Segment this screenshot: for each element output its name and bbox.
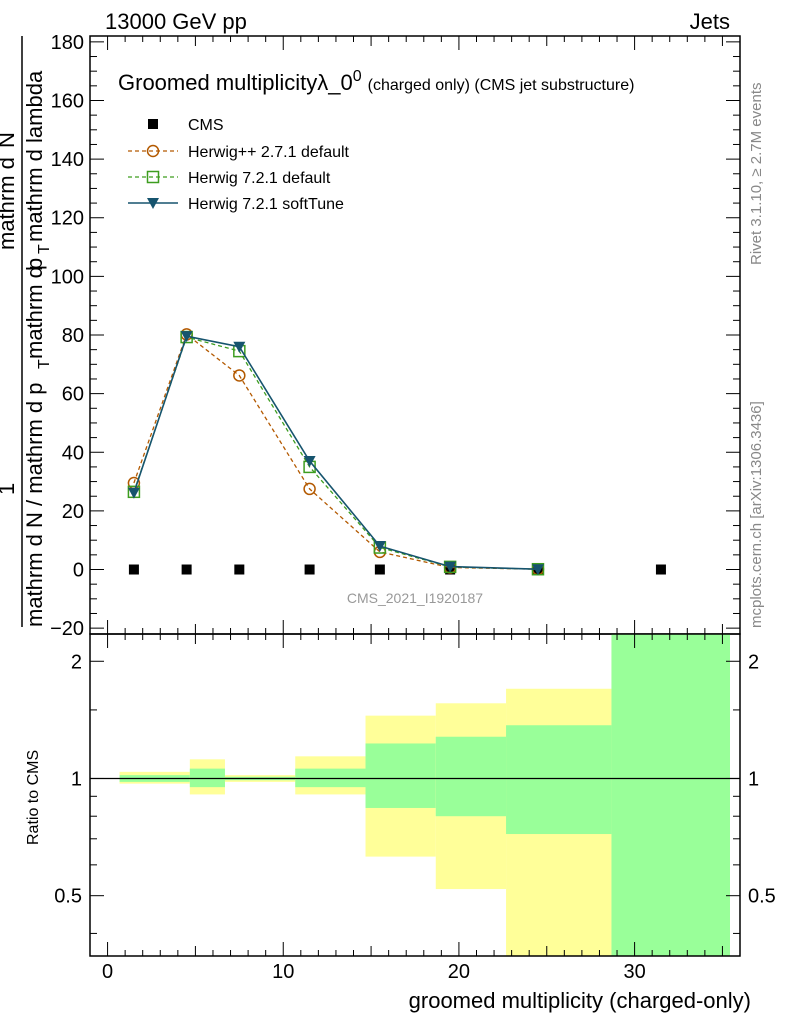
main-plot: CMS_2021_I1920187 −20 0 20 40 60 80 100 120 140 1… [50, 32, 741, 640]
herwig7-softtune-point [303, 456, 316, 468]
herwig7-softtune-point [233, 341, 246, 353]
herwigpp-point [303, 482, 316, 496]
herwigpp-point [146, 144, 160, 158]
x-tick-label: 30 [623, 961, 645, 983]
ratio-axes: 0.5 0.51 12 20 10 20 30 [54, 634, 776, 983]
x-axis-label: groomed multiplicity (charged-only) [409, 988, 751, 1013]
y-tick-label: −20 [50, 618, 84, 640]
cms-data-point [181, 564, 192, 575]
y-tick-label: 100 [51, 266, 84, 288]
y-tick-label: 60 [62, 384, 84, 406]
herwig7-softtune-point [180, 331, 193, 343]
legend-label: Herwig 7.2.1 default [188, 170, 331, 187]
legend: CMS Herwig++ 2.7.1 default Herwig 7.2.1 de… [128, 117, 350, 213]
herwig7-softtune-point [373, 541, 386, 553]
plot-title-main: Groomed multiplicityλ_0 [118, 70, 353, 95]
plot-title-suffix: (charged only) (CMS jet substructure) [368, 77, 635, 94]
y-tick-label: 180 [51, 32, 84, 54]
cms-data-point [374, 564, 385, 575]
main-y-axis-label: 1 mathrm d N mathrm d N / mathrm d p T m… [0, 36, 53, 627]
y-label-right: mathrm d [22, 266, 47, 359]
herwig7-softtune-point [147, 198, 159, 209]
legend-label: CMS [188, 117, 224, 134]
ratio-y-tick-label: 0.5 [54, 886, 82, 908]
ratio-inner-band [506, 725, 612, 835]
process-label: Jets [690, 9, 730, 34]
x-tick-label: 10 [272, 961, 294, 983]
y-tick-label: 80 [62, 325, 84, 347]
main-series-group [127, 328, 666, 576]
y-label-one: 1 [0, 483, 19, 495]
y-label-right-end: mathrm d lambda [22, 70, 47, 242]
ratio-inner-band [365, 743, 436, 808]
herwig7-softtune-point [531, 564, 544, 576]
cms-data-point [148, 119, 158, 129]
series-line-3 [133, 335, 539, 570]
y-label-top-n: N [0, 132, 19, 148]
series-line-2 [133, 336, 539, 570]
y-tick-label: 20 [62, 501, 84, 523]
herwig7-default-point [146, 170, 160, 184]
ratio-inner-band [611, 634, 730, 956]
y-tick-label: 40 [62, 442, 84, 464]
cms-data-point [234, 564, 245, 575]
x-tick-label: 0 [102, 961, 113, 983]
ratio-y-tick-label-right: 0.5 [748, 886, 776, 908]
cms-data-point [304, 564, 315, 575]
y-label-left: mathrm d N / mathrm d p [22, 382, 47, 627]
y-tick-label: 160 [51, 90, 84, 112]
y-label-left-subscript: T [36, 359, 53, 369]
ratio-y-tick-label: 2 [71, 651, 82, 673]
herwig7-softtune-point [444, 561, 457, 573]
x-tick-label: 20 [448, 961, 470, 983]
ratio-plot: 0.5 0.51 12 20 10 20 30 [54, 633, 776, 983]
analysis-watermark: CMS_2021_I1920187 [347, 590, 483, 606]
legend-label: Herwig 7.2.1 softTune [188, 196, 344, 213]
mcplots-label: mcplots.cern.ch [arXiv:1306.3436] [748, 401, 765, 628]
ratio-bands [90, 634, 740, 956]
cms-data-point [655, 564, 666, 575]
herwigpp-point [233, 369, 246, 382]
plot-title-sup: 0 [353, 68, 362, 85]
ratio-y-tick-label-right: 1 [748, 768, 759, 790]
cms-data-point [128, 564, 139, 575]
ratio-plot-frame [89, 633, 741, 957]
herwig7-softtune-point [127, 487, 140, 499]
ratio-y-tick-label: 1 [71, 768, 82, 790]
y-label-right-subscript: T [36, 244, 53, 254]
y-label-right-p: p [22, 258, 47, 270]
legend-label: Herwig++ 2.7.1 default [188, 144, 350, 161]
series-line-1 [133, 333, 539, 570]
y-tick-label: 0 [73, 560, 84, 582]
plot-title: Groomed multiplicityλ_00 (charged only) (… [118, 68, 634, 95]
y-label-top: mathrm d [0, 157, 19, 250]
ratio-y-tick-label-right: 2 [748, 651, 759, 673]
rivet-version-label: Rivet 3.1.10, ≥ 2.7M events [748, 83, 765, 266]
y-tick-label: 140 [51, 149, 84, 171]
y-tick-label: 120 [51, 208, 84, 230]
ratio-y-axis-label: Ratio to CMS [25, 750, 42, 845]
main-axes: −20 0 20 40 60 80 100 120 140 160 180 [50, 32, 740, 640]
energy-label: 13000 GeV pp [105, 9, 247, 34]
ratio-inner-band [435, 736, 507, 817]
